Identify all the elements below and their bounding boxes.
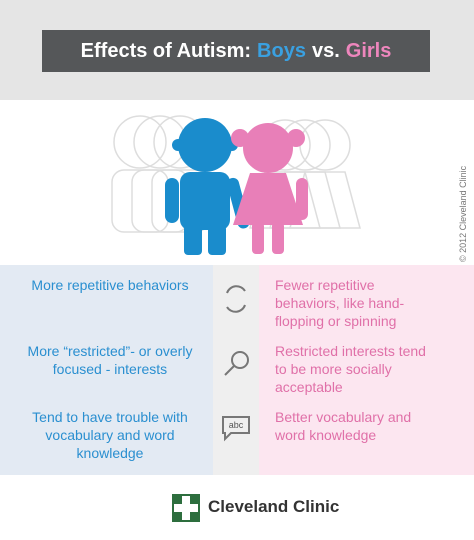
logo-mark — [172, 494, 200, 522]
speech-icon — [222, 416, 250, 442]
copyright: © 2012 Cleveland Clinic — [458, 165, 468, 262]
title-girls: Girls — [345, 39, 392, 62]
boys-text: Tend to have trouble with vocabulary and… — [32, 409, 188, 461]
boys-panel — [0, 265, 213, 475]
logo-text: Cleveland Clinic — [208, 497, 340, 516]
boys-text: More repetitive behaviors — [31, 277, 189, 293]
icons: abc — [222, 285, 250, 442]
children-illustration — [111, 115, 361, 255]
title-vs: vs. — [311, 39, 340, 62]
title-boys: Boys — [257, 39, 306, 62]
boys-text: More “restricted”- or overly focused - i… — [27, 343, 193, 377]
icon-strip — [213, 265, 259, 475]
girls-text: Better vocabulary and word knowledge — [275, 409, 412, 443]
icon-label: abc — [229, 420, 244, 430]
title-prefix: Effects of Autism: — [80, 39, 252, 62]
girls-panel — [259, 265, 474, 475]
girls-text: Restricted interests tend to be more soc… — [275, 343, 426, 395]
repeat-icon — [226, 285, 246, 313]
girls-text: Fewer repetitive behaviors, like hand-fl… — [275, 277, 405, 329]
title: Effects of Autism: Boys vs. Girls — [42, 30, 430, 72]
magnifier-icon — [231, 351, 249, 369]
